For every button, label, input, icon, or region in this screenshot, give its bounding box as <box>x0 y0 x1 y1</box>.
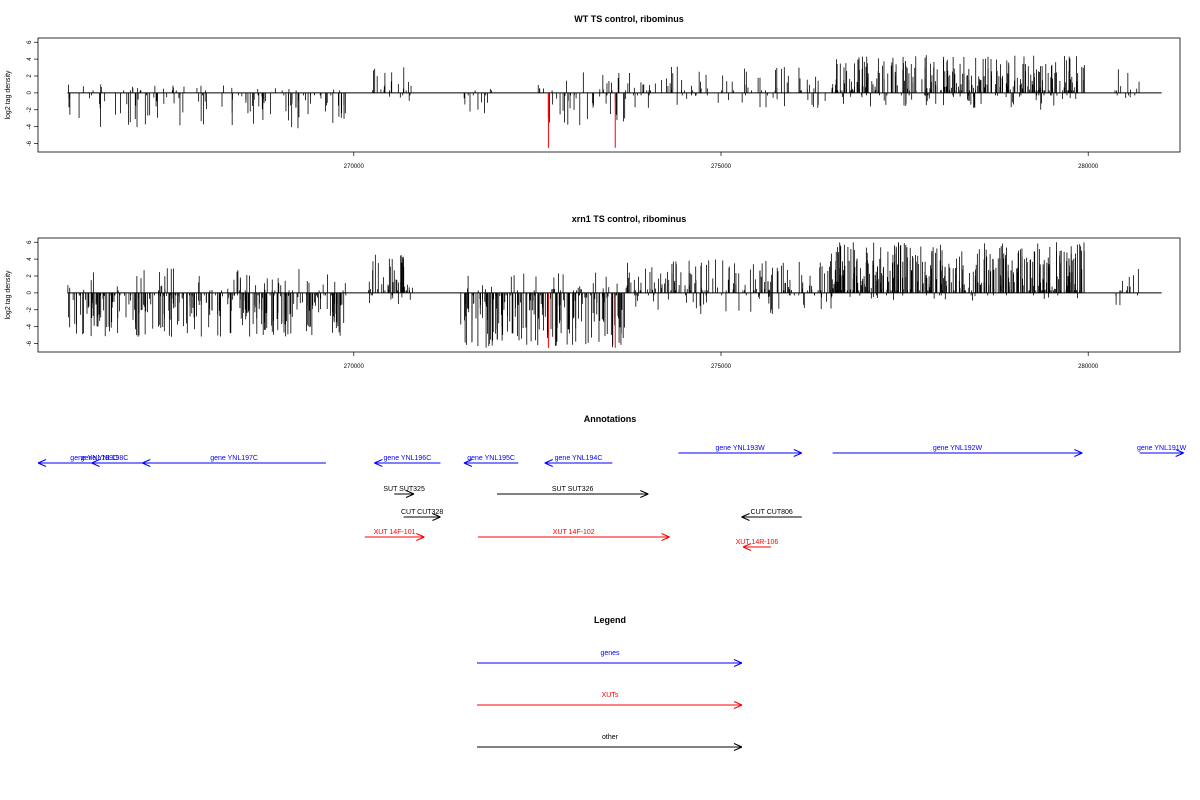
plot-frame <box>37 237 1181 353</box>
feature-label: gene YNL191W <box>1137 445 1187 452</box>
feature-arrow <box>742 543 771 551</box>
feature-arrow <box>364 533 425 541</box>
feature-arrow <box>463 459 519 467</box>
x-tick-label: 270000 <box>344 364 365 370</box>
chart-title: xrn1 TS control, ribominus <box>572 214 687 224</box>
density-bars <box>67 242 1139 348</box>
xrn1-track-panel: xrn1 TS control, ribominus log2 tag densi… <box>5 214 1181 370</box>
y-tick-label: 6 <box>27 240 33 244</box>
feature-label: gene YNL192W <box>933 445 983 452</box>
feature-arrow <box>497 490 649 498</box>
feature-label: gene YNL198C <box>81 455 129 462</box>
x-tick-label: 275000 <box>711 364 732 370</box>
y-tick-label: 4 <box>27 257 33 261</box>
wt-track-panel: WT TS control, ribominus log2 tag density… <box>5 14 1181 170</box>
feature-arrow <box>832 449 1083 457</box>
x-tick-label: 270000 <box>344 164 365 170</box>
feature-label: SUT SUT325 <box>383 486 425 493</box>
feature-label: gene YNL193W <box>715 445 765 452</box>
legend-arrow <box>477 659 743 667</box>
feature-arrow <box>91 459 118 467</box>
y-tick-label: 0 <box>27 291 33 295</box>
feature-label: gene YNL194C <box>555 455 603 462</box>
y-axis-label: log2 tag density <box>5 270 12 320</box>
feature-arrow <box>394 490 415 498</box>
feature-arrow <box>1139 449 1184 457</box>
plot-frame <box>37 37 1181 153</box>
feature-label: XUT 14F-102 <box>553 529 595 536</box>
y-tick-label: 6 <box>27 40 33 44</box>
feature-arrow <box>477 533 670 541</box>
y-tick-label: -2 <box>27 306 33 312</box>
legend-arrow <box>477 701 743 709</box>
legend-label: genes <box>600 650 620 657</box>
x-tick-label: 280000 <box>1078 164 1099 170</box>
feature-label: gene YNL199C <box>70 455 118 462</box>
y-tick-label: 4 <box>27 57 33 61</box>
y-tick-label: -6 <box>27 140 33 146</box>
x-tick-label: 275000 <box>711 164 732 170</box>
density-bars <box>68 55 1140 129</box>
feature-arrow <box>403 513 441 521</box>
feature-label: XUT 14R-106 <box>736 539 779 546</box>
feature-arrow <box>544 459 613 467</box>
chart-title: WT TS control, ribominus <box>574 14 684 24</box>
feature-label: CUT CUT328 <box>401 509 443 516</box>
y-tick-label: -4 <box>27 323 33 329</box>
y-tick-label: 2 <box>27 74 33 78</box>
feature-label: gene YNL196C <box>384 455 432 462</box>
x-tick-label: 280000 <box>1078 364 1099 370</box>
feature-arrow <box>678 449 802 457</box>
y-tick-label: -6 <box>27 340 33 346</box>
legend-label: other <box>602 734 619 741</box>
feature-label: XUT 14F-101 <box>374 529 416 536</box>
feature-label: SUT SUT326 <box>552 486 594 493</box>
y-tick-label: 2 <box>27 274 33 278</box>
annotations-title: Annotations <box>584 414 637 424</box>
feature-label: gene YNL195C <box>467 455 515 462</box>
feature-label: CUT CUT806 <box>751 509 793 516</box>
y-tick-label: -2 <box>27 106 33 112</box>
legend-title: Legend <box>594 615 626 625</box>
legend-panel: Legend genes XUTs other <box>477 615 743 751</box>
feature-label: gene YNL197C <box>210 455 258 462</box>
legend-arrow <box>477 743 743 751</box>
y-tick-label: -4 <box>27 123 33 129</box>
feature-arrow <box>142 459 326 467</box>
feature-arrow <box>374 459 441 467</box>
y-axis-label: log2 tag density <box>5 70 12 120</box>
y-tick-label: 0 <box>27 91 33 95</box>
legend-label: XUTs <box>602 692 619 699</box>
feature-arrow <box>741 513 802 521</box>
